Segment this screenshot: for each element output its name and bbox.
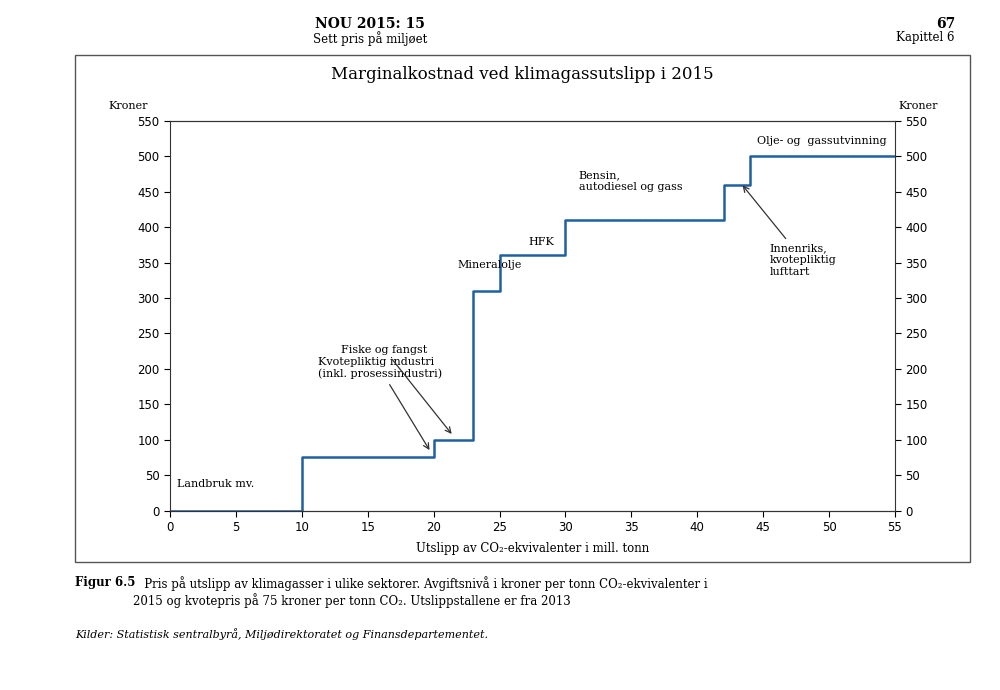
Text: Fiske og fangst: Fiske og fangst [341,345,451,433]
Text: Marginalkostnad ved klimagassutslipp i 2015: Marginalkostnad ved klimagassutslipp i 2… [331,66,714,83]
Text: HFK: HFK [529,237,554,247]
Text: Landbruk mv.: Landbruk mv. [177,480,254,489]
Text: Kilder: Statistisk sentralbyrå, Miljødirektoratet og Finansdepartementet.: Kilder: Statistisk sentralbyrå, Miljødir… [75,628,488,640]
Text: Kvotepliktig industri
(inkl. prosessindustri): Kvotepliktig industri (inkl. prosessindu… [318,357,442,449]
Text: Kroner: Kroner [108,101,148,111]
Text: NOU 2015: 15: NOU 2015: 15 [315,17,425,31]
Text: Innenriks,
kvotepliktig
lufttart: Innenriks, kvotepliktig lufttart [743,186,837,277]
X-axis label: Utslipp av CO₂-ekvivalenter i mill. tonn: Utslipp av CO₂-ekvivalenter i mill. tonn [416,542,649,555]
Text: 67: 67 [936,17,955,31]
Text: Bensin,
autodiesel og gass: Bensin, autodiesel og gass [579,170,682,192]
Text: Kroner: Kroner [899,101,938,111]
Text: Mineralolje: Mineralolje [457,259,522,270]
Text: Figur 6.5: Figur 6.5 [75,576,135,589]
Text: Pris på utslipp av klimagasser i ulike sektorer. Avgiftsnivå i kroner per tonn C: Pris på utslipp av klimagasser i ulike s… [133,576,708,609]
Text: Sett pris på miljøet: Sett pris på miljøet [313,31,427,46]
Text: Olje- og  gassutvinning: Olje- og gassutvinning [757,135,886,146]
Text: Kapittel 6: Kapittel 6 [896,31,955,44]
